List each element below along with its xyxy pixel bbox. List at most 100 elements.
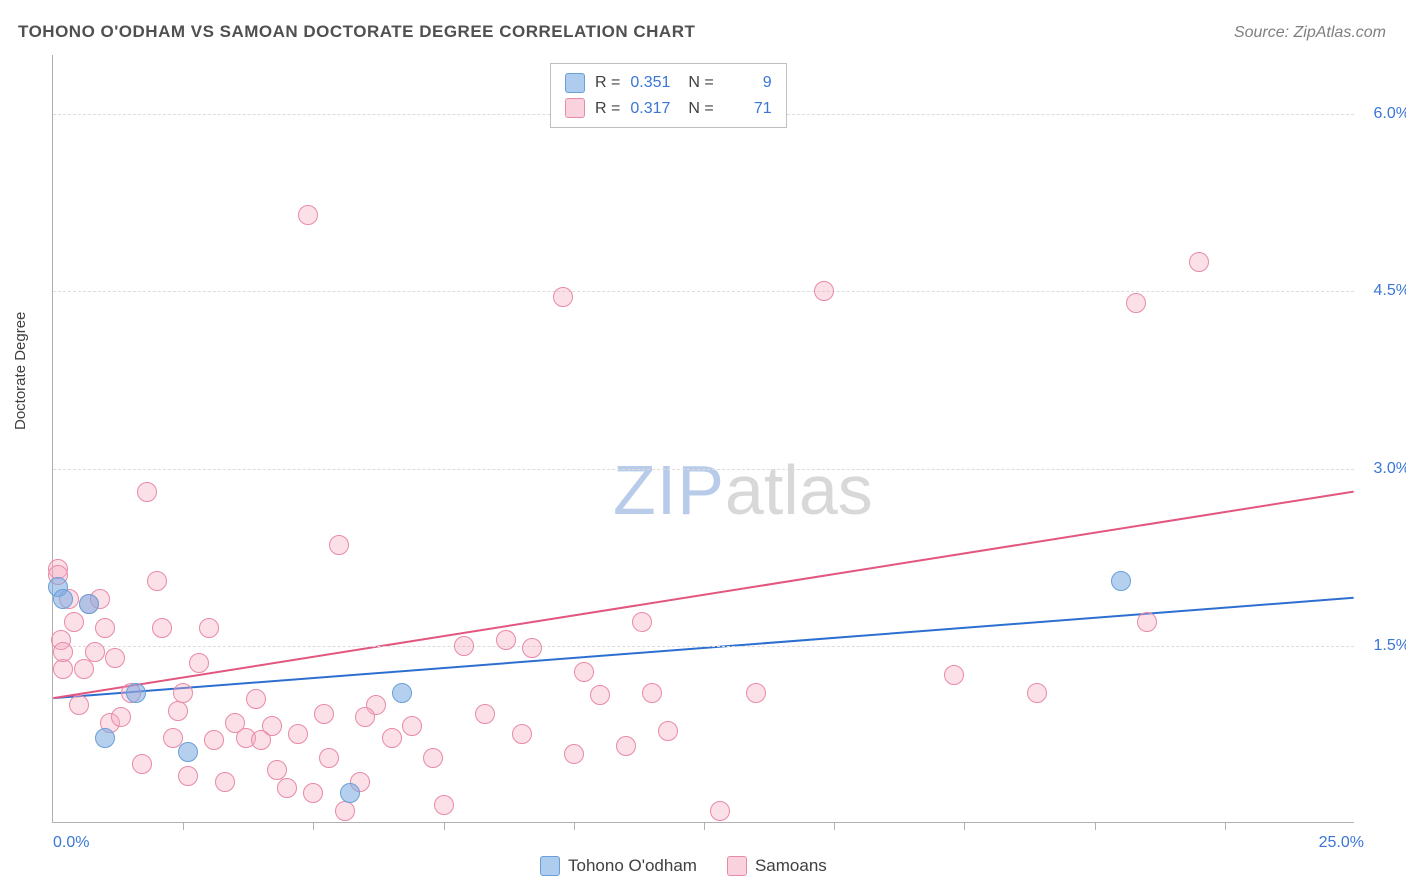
trendline-samoans [53,492,1353,699]
y-tick-label: 3.0% [1374,460,1406,478]
data-point-tohono [178,742,198,762]
y-tick-label: 6.0% [1374,105,1406,123]
data-point-samoans [137,482,157,502]
x-tick [1225,822,1226,830]
stats-legend: R = 0.351 N = 9 R = 0.317 N = 71 [550,63,787,128]
data-point-tohono [1111,571,1131,591]
watermark-atlas: atlas [725,451,873,529]
x-axis-min-label: 0.0% [53,834,89,852]
data-point-samoans [319,748,339,768]
data-point-samoans [814,281,834,301]
y-tick-label: 4.5% [1374,282,1406,300]
r-label: R = [595,70,620,96]
data-point-samoans [303,783,323,803]
data-point-samoans [355,707,375,727]
data-point-samoans [178,766,198,786]
n-label: N = [688,70,713,96]
data-point-samoans [658,721,678,741]
x-tick [183,822,184,830]
data-point-samoans [402,716,422,736]
data-point-samoans [85,642,105,662]
x-tick [444,822,445,830]
legend-tohono: Tohono O'odham [540,856,697,876]
gridline [53,291,1354,292]
data-point-samoans [590,685,610,705]
data-point-samoans [147,571,167,591]
trendline-tohono [53,598,1353,698]
correlation-chart: TOHONO O'ODHAM VS SAMOAN DOCTORATE DEGRE… [0,0,1406,892]
swatch-blue-icon [565,73,585,93]
data-point-samoans [475,704,495,724]
data-point-samoans [74,659,94,679]
data-point-tohono [79,594,99,614]
r-value-samoans: 0.317 [630,96,678,122]
data-point-samoans [642,683,662,703]
data-point-tohono [340,783,360,803]
plot-area: ZIPatlas 0.0% 25.0% 1.5%3.0%4.5%6.0% [52,55,1354,823]
data-point-samoans [204,730,224,750]
gridline [53,646,1354,647]
y-tick-label: 1.5% [1374,637,1406,655]
r-value-tohono: 0.351 [630,70,678,96]
data-point-samoans [496,630,516,650]
data-point-samoans [95,618,115,638]
data-point-samoans [105,648,125,668]
data-point-samoans [632,612,652,632]
x-tick [834,822,835,830]
n-label: N = [688,96,713,122]
swatch-pink-icon [727,856,747,876]
watermark-zip: ZIP [613,451,725,529]
x-tick [1095,822,1096,830]
data-point-tohono [126,683,146,703]
data-point-samoans [69,695,89,715]
data-point-samoans [152,618,172,638]
x-tick [574,822,575,830]
data-point-samoans [382,728,402,748]
data-point-tohono [95,728,115,748]
swatch-blue-icon [540,856,560,876]
data-point-samoans [564,744,584,764]
data-point-samoans [553,287,573,307]
data-point-samoans [616,736,636,756]
swatch-pink-icon [565,98,585,118]
stats-row-tohono: R = 0.351 N = 9 [565,70,772,96]
source-attribution: Source: ZipAtlas.com [1234,24,1386,42]
data-point-samoans [1189,252,1209,272]
data-point-tohono [392,683,412,703]
data-point-samoans [454,636,474,656]
data-point-samoans [1137,612,1157,632]
x-tick [964,822,965,830]
data-point-samoans [314,704,334,724]
data-point-samoans [710,801,730,821]
data-point-samoans [132,754,152,774]
data-point-samoans [199,618,219,638]
data-point-samoans [1126,293,1146,313]
data-point-samoans [512,724,532,744]
data-point-tohono [53,589,73,609]
watermark: ZIPatlas [613,450,873,530]
r-label: R = [595,96,620,122]
stats-row-samoans: R = 0.317 N = 71 [565,96,772,122]
legend-label-samoans: Samoans [755,856,827,876]
data-point-samoans [173,683,193,703]
data-point-samoans [215,772,235,792]
data-point-samoans [277,778,297,798]
data-point-samoans [434,795,454,815]
data-point-samoans [423,748,443,768]
trendlines-svg [53,55,1354,822]
data-point-samoans [574,662,594,682]
legend-label-tohono: Tohono O'odham [568,856,697,876]
gridline [53,469,1354,470]
y-axis-label: Doctorate Degree [12,312,29,430]
data-point-samoans [168,701,188,721]
legend-samoans: Samoans [727,856,827,876]
data-point-samoans [53,659,73,679]
data-point-samoans [1027,683,1047,703]
data-point-samoans [246,689,266,709]
data-point-samoans [111,707,131,727]
x-axis-max-label: 25.0% [1319,834,1364,852]
data-point-samoans [64,612,84,632]
x-tick [313,822,314,830]
n-value-tohono: 9 [724,70,772,96]
data-point-samoans [267,760,287,780]
